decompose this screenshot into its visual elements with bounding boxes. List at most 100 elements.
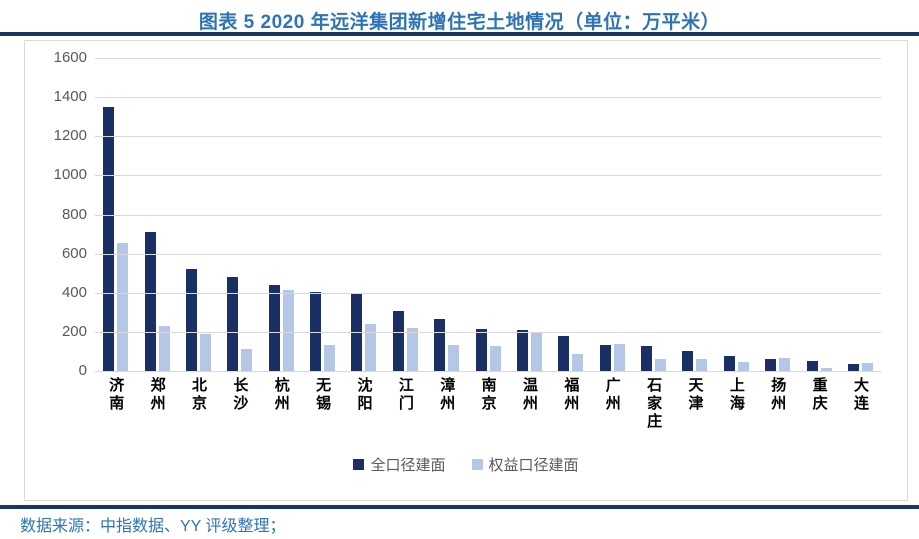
bar-equity-caliber bbox=[779, 358, 791, 371]
footer-divider bbox=[0, 505, 919, 509]
legend-item: 权益口径建面 bbox=[471, 454, 579, 475]
x-axis: 济南 郑州 北京 长沙 杭州 无锡 沈阳 江门 漳州 南京 温州 福州 广州 石家庄 天津 上海 扬州 重庆 大连 bbox=[95, 377, 881, 431]
bar-equity-caliber bbox=[820, 368, 832, 371]
bar-equity-caliber bbox=[117, 242, 129, 371]
bar-full-caliber bbox=[682, 351, 694, 371]
x-axis-label: 长沙 bbox=[219, 377, 260, 431]
bar-full-caliber bbox=[641, 345, 653, 371]
bar-equity-caliber bbox=[737, 362, 749, 371]
bar-group bbox=[426, 58, 467, 371]
x-axis-label-text: 长沙 bbox=[231, 377, 250, 413]
bar-full-caliber bbox=[103, 106, 115, 371]
bar-group bbox=[467, 58, 508, 371]
bar-equity-caliber bbox=[282, 289, 294, 371]
bar-group bbox=[716, 58, 757, 371]
bar-group bbox=[178, 58, 219, 371]
bar-equity-caliber bbox=[324, 344, 336, 371]
bar-equity-caliber bbox=[241, 348, 253, 371]
bar-equity-caliber bbox=[613, 343, 625, 371]
bar-equity-caliber bbox=[158, 326, 170, 371]
plot-area bbox=[95, 58, 881, 372]
bar-equity-caliber bbox=[365, 324, 377, 371]
x-axis-label: 漳州 bbox=[426, 377, 467, 431]
gridline bbox=[95, 136, 881, 138]
bar-group bbox=[219, 58, 260, 371]
bar-full-caliber bbox=[599, 344, 611, 371]
bar-equity-caliber bbox=[199, 333, 211, 371]
bar-group bbox=[550, 58, 591, 371]
bar-full-caliber bbox=[847, 364, 859, 371]
bar-group bbox=[633, 58, 674, 371]
x-axis-label-text: 郑州 bbox=[148, 377, 167, 413]
y-tick-label: 400 bbox=[61, 283, 87, 301]
y-tick-label: 1200 bbox=[53, 127, 87, 145]
bar-full-caliber bbox=[475, 328, 487, 371]
bar-equity-caliber bbox=[655, 359, 667, 371]
bar-full-caliber bbox=[516, 329, 528, 371]
x-axis-label: 杭州 bbox=[261, 377, 302, 431]
bar-group bbox=[136, 58, 177, 371]
bar-equity-caliber bbox=[530, 331, 542, 371]
bar-full-caliber bbox=[434, 319, 446, 371]
bar-full-caliber bbox=[806, 361, 818, 371]
x-axis-label-text: 扬州 bbox=[769, 377, 788, 413]
bar-full-caliber bbox=[558, 335, 570, 371]
bar-full-caliber bbox=[765, 359, 777, 371]
x-axis-label-text: 无锡 bbox=[314, 377, 333, 413]
bar-full-caliber bbox=[310, 291, 322, 371]
legend-label: 权益口径建面 bbox=[488, 457, 579, 474]
x-axis-label: 南京 bbox=[467, 377, 508, 431]
x-axis-label-text: 石家庄 bbox=[645, 377, 664, 431]
x-axis-label: 大连 bbox=[840, 377, 881, 431]
x-axis-label-text: 上海 bbox=[727, 377, 746, 413]
bar-full-caliber bbox=[144, 232, 156, 371]
x-axis-label-text: 天津 bbox=[686, 377, 705, 413]
gridline bbox=[95, 97, 881, 99]
bar-full-caliber bbox=[268, 284, 280, 371]
legend-swatch-icon bbox=[471, 459, 483, 470]
gridline bbox=[95, 331, 881, 333]
x-axis-label: 广州 bbox=[592, 377, 633, 431]
x-axis-label-text: 温州 bbox=[520, 377, 539, 413]
x-axis-label-text: 杭州 bbox=[272, 377, 291, 413]
legend-label: 全口径建面 bbox=[370, 457, 446, 474]
y-tick-label: 1600 bbox=[53, 49, 87, 66]
bar-group bbox=[95, 58, 136, 371]
gridline bbox=[95, 371, 881, 372]
bar-group bbox=[261, 58, 302, 371]
legend-swatch-icon bbox=[353, 459, 365, 470]
y-tick-label: 800 bbox=[61, 205, 87, 223]
x-axis-label: 上海 bbox=[716, 377, 757, 431]
x-axis-label: 扬州 bbox=[757, 377, 798, 431]
y-tick-label: 600 bbox=[61, 244, 87, 262]
bar-full-caliber bbox=[227, 277, 239, 371]
y-tick-label: 0 bbox=[78, 362, 87, 379]
bar-group bbox=[757, 58, 798, 371]
x-axis-label-text: 济南 bbox=[107, 377, 126, 413]
x-axis-label: 济南 bbox=[95, 377, 136, 431]
gridline bbox=[95, 292, 881, 294]
gridline bbox=[95, 58, 881, 59]
legend-item: 全口径建面 bbox=[353, 454, 446, 475]
bar-group bbox=[840, 58, 881, 371]
y-tick-label: 1000 bbox=[53, 166, 87, 184]
bar-group bbox=[592, 58, 633, 371]
x-axis-label: 北京 bbox=[178, 377, 219, 431]
gridline bbox=[95, 214, 881, 216]
y-tick-label: 1400 bbox=[53, 88, 87, 106]
bar-full-caliber bbox=[392, 311, 404, 371]
bar-group bbox=[509, 58, 550, 371]
bar-groups bbox=[95, 58, 881, 371]
x-axis-label: 温州 bbox=[509, 377, 550, 431]
x-axis-label: 无锡 bbox=[302, 377, 343, 431]
source-note: 数据来源：中指数据、YY 评级整理； bbox=[20, 518, 286, 535]
gridline bbox=[95, 175, 881, 177]
x-axis-label-text: 广州 bbox=[603, 377, 622, 413]
x-axis-label-text: 南京 bbox=[479, 377, 498, 413]
bar-group bbox=[674, 58, 715, 371]
x-axis-label: 福州 bbox=[550, 377, 591, 431]
x-axis-label-text: 大连 bbox=[851, 377, 870, 413]
bar-group bbox=[385, 58, 426, 371]
chart-area: 济南 郑州 北京 长沙 杭州 无锡 沈阳 江门 漳州 南京 温州 福州 广州 石家庄 天津 上海 扬州 重庆 大连 … bbox=[24, 40, 908, 501]
title-divider bbox=[0, 32, 919, 36]
